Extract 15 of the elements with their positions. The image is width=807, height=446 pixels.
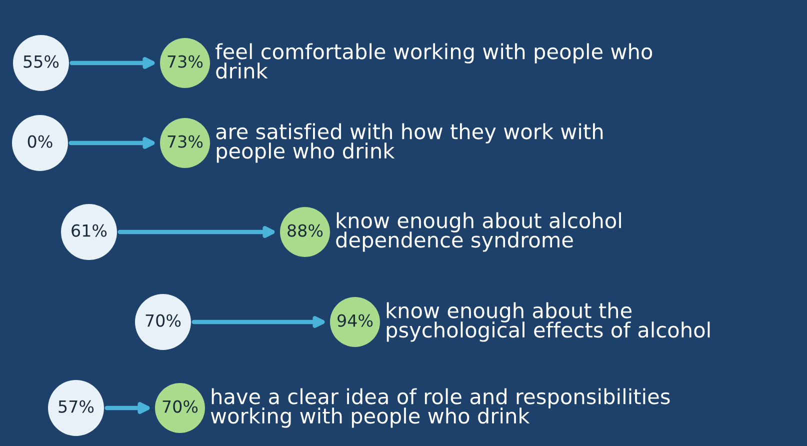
data-label: 73%	[168, 135, 203, 148]
category-label: have a clear idea of role and responsibilities working with people who drink	[210, 388, 670, 428]
data-label: 55%	[24, 55, 59, 68]
data-label: 70%	[146, 314, 181, 327]
data-label: 70%	[162, 400, 198, 413]
data-label: 88%	[288, 224, 323, 237]
category-label: are satisfied with how they work with people who drink	[216, 123, 603, 163]
category-label: know enough about the psychological effects of alcohol	[386, 302, 710, 342]
data-label: 61%	[72, 224, 107, 237]
data-label: 0%	[28, 135, 52, 148]
category-label: know enough about alcohol dependence syndrome	[336, 212, 621, 252]
data-label: 73%	[168, 55, 203, 68]
category-label: feel comfortable working with people who drink	[215, 43, 652, 79]
data-label: 57%	[58, 400, 94, 413]
data-label: 94%	[338, 314, 373, 327]
